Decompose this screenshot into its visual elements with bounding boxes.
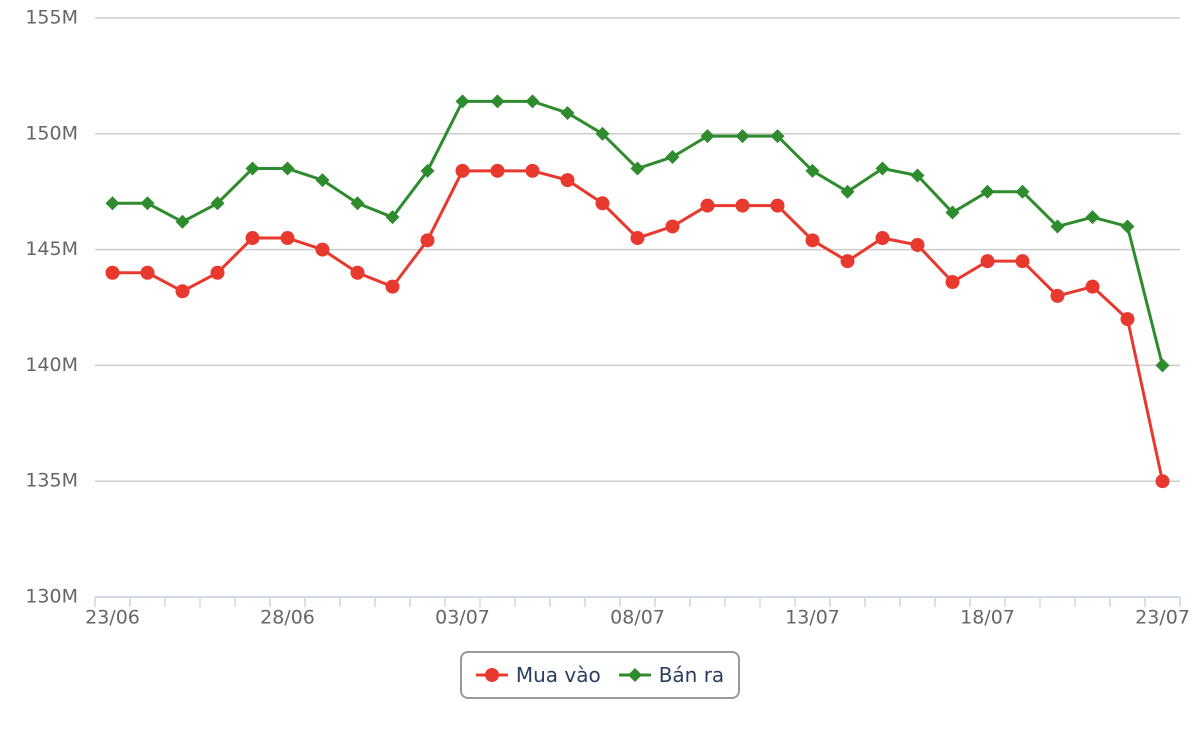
point (980, 254, 995, 269)
point (840, 254, 855, 269)
point (175, 214, 190, 229)
legend-item[interactable]: Bán ra (618, 663, 725, 687)
point (910, 168, 925, 183)
point (140, 196, 155, 211)
point (770, 198, 785, 213)
legend-symbol (618, 668, 651, 682)
legend-label: Mua vào (515, 663, 601, 687)
point (385, 279, 400, 294)
point (1085, 210, 1100, 225)
point (665, 219, 680, 234)
point (1050, 288, 1065, 303)
legend-marker (627, 668, 642, 682)
point (1155, 474, 1170, 489)
point (210, 196, 225, 211)
point (420, 163, 435, 178)
point (315, 173, 330, 188)
point (665, 149, 680, 164)
x-tick-label: 03/07 (435, 607, 490, 629)
point (805, 233, 820, 248)
point (700, 129, 715, 144)
point (1015, 254, 1030, 269)
point (1015, 184, 1030, 199)
point (105, 265, 120, 280)
point (630, 161, 645, 176)
point (175, 284, 190, 299)
y-tick-label: 145M (25, 238, 78, 260)
legend-symbol (475, 668, 508, 682)
y-tick-label: 130M (25, 586, 78, 608)
x-tick-label: 23/06 (85, 607, 140, 629)
point (1120, 219, 1135, 234)
point (700, 198, 715, 213)
point (350, 196, 365, 211)
x-tick-label: 18/07 (960, 607, 1015, 629)
point (1050, 219, 1065, 234)
x-tick-label: 28/06 (260, 607, 315, 629)
point (105, 196, 120, 211)
point (560, 105, 575, 120)
point (490, 163, 505, 178)
point (1085, 279, 1100, 294)
point (945, 205, 960, 220)
point (525, 163, 540, 178)
x-tick-label: 08/07 (610, 607, 665, 629)
legend-marker (484, 668, 499, 682)
point (735, 129, 750, 144)
y-tick-label: 155M (25, 7, 78, 29)
chart: 130M 135M 140M 145M 150M 155M 23/06 28/06 03/07 0… (25, 7, 1190, 629)
point (1155, 358, 1170, 373)
legend-area: Mua vào Bán ra (0, 651, 1200, 699)
y-tick-label: 135M (25, 470, 78, 492)
point (770, 129, 785, 144)
point (735, 198, 750, 213)
point (525, 94, 540, 109)
point (315, 242, 330, 257)
legend: Mua vào Bán ra (459, 651, 741, 699)
point (490, 94, 505, 109)
point (595, 126, 610, 141)
series-line (112, 169, 1164, 482)
y-tick-label: 140M (25, 354, 78, 376)
point (945, 275, 960, 290)
y-tick-label: 150M (25, 122, 78, 144)
point (245, 161, 260, 176)
point (805, 163, 820, 178)
point (1120, 312, 1135, 327)
point (350, 265, 365, 280)
point (420, 233, 435, 248)
point (875, 161, 890, 176)
point (560, 173, 575, 188)
point (840, 184, 855, 199)
point (385, 210, 400, 225)
point (980, 184, 995, 199)
point (280, 161, 295, 176)
legend-item[interactable]: Mua vào (475, 663, 601, 687)
point (280, 231, 295, 246)
point (140, 265, 155, 280)
point (630, 231, 645, 246)
point (595, 196, 610, 211)
point (210, 265, 225, 280)
legend-label: Bán ra (658, 663, 725, 687)
x-tick-label: 13/07 (785, 607, 840, 629)
point (455, 163, 470, 178)
point (455, 94, 470, 109)
point (910, 237, 925, 252)
point (245, 231, 260, 246)
point (875, 231, 890, 246)
x-tick-label: 23/07 (1135, 607, 1190, 629)
